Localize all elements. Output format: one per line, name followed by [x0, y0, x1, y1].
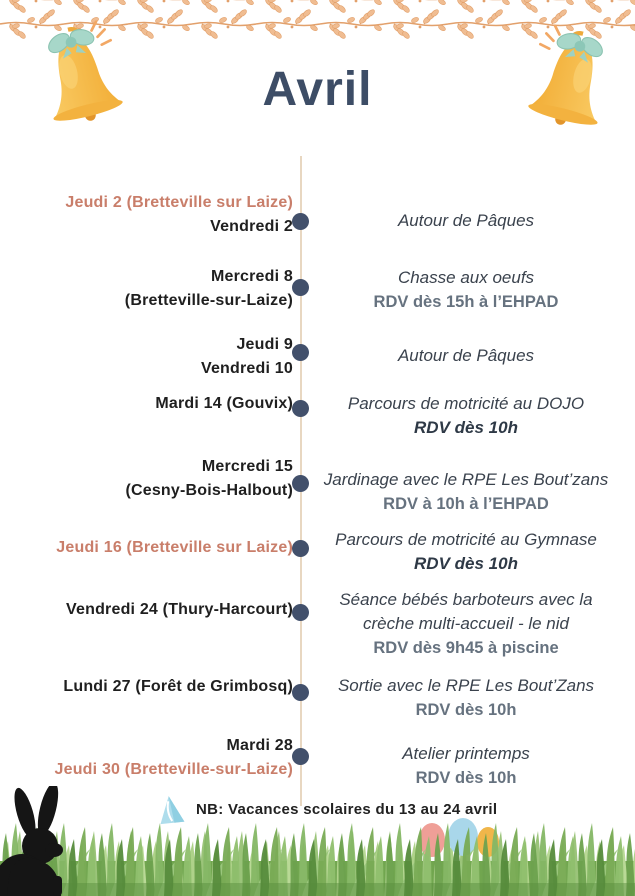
- event-date: Mercredi 15 (Cesny-Bois-Halbout): [10, 455, 293, 503]
- event-date-line: Lundi 27 (Forêt de Grimbosq): [63, 678, 293, 695]
- event-date-line: Mardi 14 (Gouvix): [155, 395, 293, 412]
- event-detail-line: RDV dès 15h à l’EHPAD: [373, 293, 559, 311]
- event-date-line: Mercredi 8: [210, 268, 293, 285]
- bell-icon: [506, 19, 634, 149]
- event-detail-line: crèche multi-accueil - le nid: [363, 614, 569, 633]
- event-detail-line: RDV à 10h à l’EHPAD: [383, 495, 549, 513]
- event-date: Lundi 27 (Forêt de Grimbosq): [10, 675, 293, 699]
- grass-decoration: [0, 811, 635, 896]
- timeline-dot: [292, 344, 309, 361]
- event-details: Sortie avec le RPE Les Bout’Zans RDV dès…: [316, 674, 616, 722]
- event-detail-line: Parcours de motricité au Gymnase: [335, 530, 597, 549]
- event-details: Jardinage avec le RPE Les Bout’zans RDV …: [316, 468, 616, 516]
- event-date-line: Mardi 28: [226, 737, 293, 754]
- timeline-dot: [292, 400, 309, 417]
- timeline-dot: [292, 279, 309, 296]
- event-date-line: Jeudi 2 (Bretteville sur Laize): [65, 194, 293, 211]
- event-date: Mardi 14 (Gouvix): [10, 392, 293, 416]
- event-details: Autour de Pâques: [316, 209, 616, 233]
- event-details: Séance bébés barboteurs avec la crèche m…: [316, 588, 616, 660]
- event-detail-line: RDV dès 10h: [414, 554, 518, 573]
- event-date-line: (Cesny-Bois-Halbout): [125, 482, 293, 499]
- event-date: Mercredi 8 (Bretteville-sur-Laize): [10, 265, 293, 313]
- event-detail-line: Séance bébés barboteurs avec la: [339, 590, 593, 609]
- event-date-line: (Bretteville-sur-Laize): [124, 292, 293, 309]
- event-date: Jeudi 2 (Bretteville sur Laize) Vendredi…: [10, 191, 293, 239]
- event-date-line: Vendredi 2: [210, 218, 293, 235]
- timeline-dot: [292, 748, 309, 765]
- event-detail-line: Atelier printemps: [402, 744, 530, 763]
- timeline-dot: [292, 213, 309, 230]
- event-detail-line: Jardinage avec le RPE Les Bout’zans: [323, 470, 609, 489]
- event-date-line: Jeudi 30 (Bretteville-sur-Laize): [54, 761, 293, 778]
- event-detail-line: RDV dès 9h45 à piscine: [373, 639, 559, 657]
- timeline-dot: [292, 540, 309, 557]
- bell-icon: [16, 15, 144, 145]
- event-date: Jeudi 9 Vendredi 10: [10, 333, 293, 381]
- event-detail-line: Autour de Pâques: [397, 211, 535, 230]
- event-detail-line: RDV dès 10h: [415, 769, 517, 787]
- event-detail-line: Sortie avec le RPE Les Bout’Zans: [337, 676, 595, 695]
- page-title: Avril: [262, 63, 373, 116]
- event-details: Chasse aux oeufs RDV dès 15h à l’EHPAD: [316, 266, 616, 314]
- event-detail-line: RDV dès 10h: [415, 701, 517, 719]
- event-date-line: Vendredi 10: [200, 360, 293, 377]
- event-date: Jeudi 16 (Bretteville sur Laize): [10, 536, 293, 560]
- timeline-dot: [292, 684, 309, 701]
- event-date: Vendredi 24 (Thury-Harcourt): [10, 598, 293, 622]
- event-details: Parcours de motricité au DOJO RDV dès 10…: [316, 392, 616, 440]
- event-date-line: Mercredi 15: [201, 458, 293, 475]
- event-detail-line: Parcours de motricité au DOJO: [347, 394, 585, 413]
- event-details: Parcours de motricité au Gymnase RDV dès…: [316, 528, 616, 576]
- timeline-dot: [292, 604, 309, 621]
- rabbit-icon: [0, 786, 63, 896]
- timeline-dot: [292, 475, 309, 492]
- event-detail-line: RDV dès 10h: [414, 418, 518, 437]
- event-detail-line: Chasse aux oeufs: [397, 268, 535, 287]
- event-date-line: Jeudi 9: [236, 336, 293, 353]
- event-detail-line: Autour de Pâques: [397, 346, 535, 365]
- event-date-line: Jeudi 16 (Bretteville sur Laize): [56, 539, 293, 556]
- event-date: Mardi 28 Jeudi 30 (Bretteville-sur-Laize…: [10, 734, 293, 782]
- event-details: Autour de Pâques: [316, 344, 616, 368]
- event-details: Atelier printemps RDV dès 10h: [316, 742, 616, 790]
- event-date-line: Vendredi 24 (Thury-Harcourt): [66, 601, 293, 618]
